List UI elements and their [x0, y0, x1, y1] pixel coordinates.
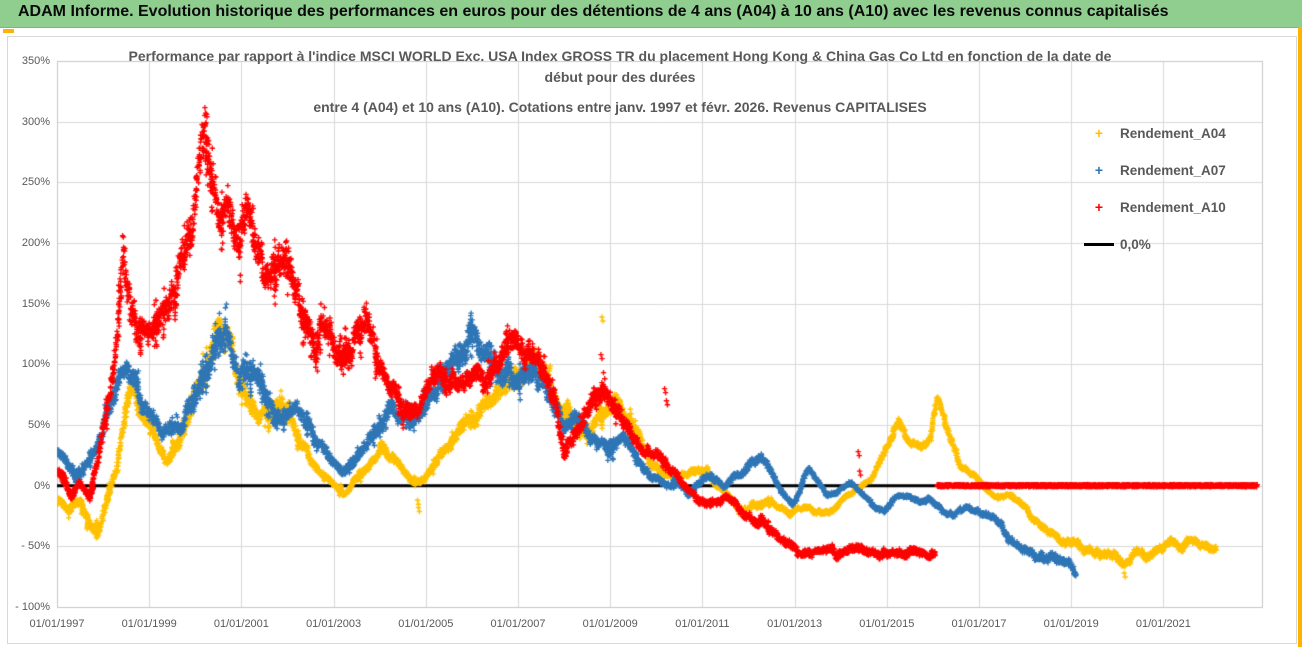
legend-item[interactable]: 0,0%: [1084, 234, 1274, 254]
y-tick-label: 100%: [21, 358, 50, 371]
y-tick-label: 150%: [21, 297, 50, 310]
legend-item[interactable]: + Rendement_A04: [1084, 123, 1274, 143]
x-tick-label: 01/01/2001: [213, 618, 269, 630]
y-tick-label: - 100%: [15, 601, 50, 613]
y-tick-label: 300%: [21, 115, 50, 128]
legend-item-label: 0,0%: [1120, 236, 1151, 252]
legend-item[interactable]: + Rendement_A10: [1084, 197, 1274, 217]
legend-item[interactable]: + Rendement_A07: [1084, 160, 1274, 180]
x-tick-label: 01/01/2011: [675, 618, 730, 630]
x-tick-label: 01/01/2021: [1135, 618, 1191, 630]
chart-title-line1: Performance par rapport à l'indice MSCI …: [128, 48, 1112, 64]
x-tick-label: 01/01/2003: [306, 618, 362, 630]
x-tick-label: 01/01/1997: [29, 618, 85, 630]
x-tick-label: 01/01/2015: [859, 618, 915, 630]
plus-marker-icon: +: [1094, 162, 1104, 178]
y-tick-label: 350%: [21, 55, 50, 67]
chart-title: Performance par rapport à l'indice MSCI …: [75, 46, 1165, 118]
zero-line-swatch-icon: [1084, 242, 1114, 246]
chart-title-line2: début pour des durées: [544, 69, 696, 85]
x-tick-label: 01/01/2005: [398, 618, 454, 630]
x-tick-label: 01/01/2009: [582, 618, 638, 630]
y-tick-label: 0%: [34, 479, 50, 492]
y-tick-label: 200%: [21, 237, 50, 249]
plus-marker-icon: +: [1094, 199, 1104, 215]
legend-item-label: Rendement_A04: [1120, 125, 1226, 141]
x-tick-label: 01/01/2017: [951, 618, 1007, 630]
plus-marker-icon: +: [1094, 125, 1104, 141]
legend-item-label: Rendement_A07: [1120, 162, 1226, 178]
x-tick-label: 01/01/1999: [121, 618, 177, 630]
x-tick-label: 01/01/2019: [1043, 618, 1099, 630]
x-tick-label: 01/01/2007: [490, 618, 546, 630]
legend-item-label: Rendement_A10: [1120, 199, 1226, 215]
y-tick-label: 250%: [21, 176, 50, 189]
y-tick-label: - 50%: [21, 540, 50, 553]
x-tick-label: 01/01/2013: [767, 618, 823, 630]
y-tick-label: 50%: [27, 419, 50, 431]
chart-title-line3: entre 4 (A04) et 10 ans (A10). Cotations…: [313, 99, 927, 115]
